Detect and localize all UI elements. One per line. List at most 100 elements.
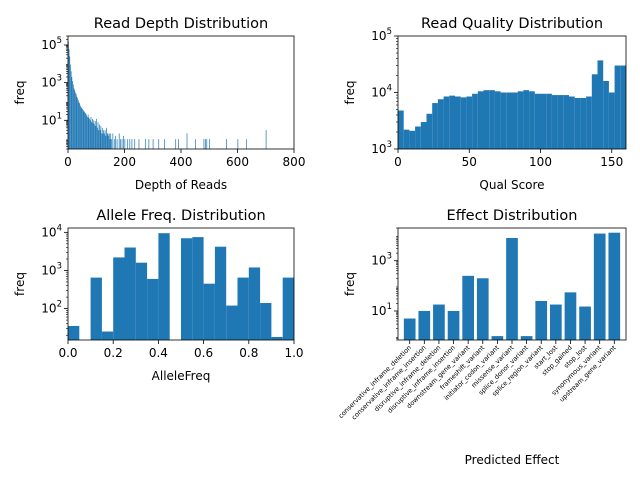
x-tick-label: 0.4 xyxy=(149,346,168,360)
bar xyxy=(494,91,501,149)
bar xyxy=(209,139,210,149)
bar xyxy=(148,139,150,149)
bar xyxy=(100,125,102,149)
bar xyxy=(152,139,154,149)
bar xyxy=(186,133,188,149)
bar xyxy=(226,305,238,340)
bar xyxy=(472,93,478,149)
y-axis-label: freq xyxy=(343,81,357,105)
bar xyxy=(529,91,535,149)
bar xyxy=(77,99,79,149)
bar xyxy=(96,118,97,149)
bar xyxy=(586,96,592,149)
y-tick-label: 101 xyxy=(371,302,392,318)
effect-chart: conservative_inframe_deletionconservativ… xyxy=(337,208,627,467)
bar xyxy=(101,133,102,149)
bar xyxy=(564,292,577,340)
y-tick-label: 101 xyxy=(41,111,62,127)
x-tick-label: 800 xyxy=(283,155,306,169)
bar xyxy=(512,92,518,149)
x-tick-label: 600 xyxy=(226,155,249,169)
bar xyxy=(94,124,95,149)
bar xyxy=(129,139,131,149)
bar xyxy=(112,133,114,149)
x-tick-label: 0.6 xyxy=(194,346,213,360)
bar xyxy=(476,278,489,340)
bar xyxy=(181,238,193,340)
x-tick-label: 0 xyxy=(64,155,72,169)
bar xyxy=(110,133,112,149)
x-tick-label: 0.2 xyxy=(104,346,123,360)
bar xyxy=(237,139,239,149)
bar xyxy=(103,130,105,149)
bar xyxy=(260,303,272,340)
chart-title: Read Quality Distribution xyxy=(421,16,603,32)
bar xyxy=(535,300,548,340)
x-tick-label: 400 xyxy=(170,155,193,169)
bar xyxy=(579,306,591,340)
bar xyxy=(574,97,581,149)
bar xyxy=(115,135,117,149)
x-tick-label: 100 xyxy=(529,155,552,169)
bar xyxy=(420,122,427,149)
bar xyxy=(203,139,205,149)
bar xyxy=(206,139,208,149)
chart-title: Allele Freq. Distribution xyxy=(96,208,265,224)
bar xyxy=(398,110,404,149)
y-tick-label: 105 xyxy=(371,27,392,43)
bar xyxy=(98,130,100,149)
bar xyxy=(447,310,460,340)
y-tick-label: 104 xyxy=(41,223,62,239)
bar xyxy=(248,267,261,340)
x-tick-label: 0.8 xyxy=(239,346,258,360)
bar xyxy=(563,95,569,149)
bar xyxy=(415,126,421,149)
y-axis-label: freq xyxy=(13,81,27,105)
bar xyxy=(105,135,107,149)
bar xyxy=(77,98,78,149)
bar xyxy=(205,139,206,149)
bar xyxy=(104,130,106,149)
bar xyxy=(214,246,227,340)
bar xyxy=(72,81,73,149)
bar xyxy=(74,90,76,149)
bar xyxy=(432,103,438,149)
bar xyxy=(82,108,83,149)
depth-chart: 0 200 400 600 800 101 103 105 Read Depth Distrib… xyxy=(13,16,305,192)
bar xyxy=(90,117,92,149)
bar xyxy=(135,262,148,340)
bar xyxy=(265,130,267,149)
plot-frame xyxy=(67,35,295,150)
bar xyxy=(164,139,165,149)
bar xyxy=(614,65,621,149)
bar xyxy=(426,113,433,149)
bar xyxy=(111,139,112,149)
bar xyxy=(460,97,467,149)
y-axis-label: freq xyxy=(13,272,27,296)
x-axis-label: Qual Score xyxy=(479,178,544,192)
chart-title: Read Depth Distribution xyxy=(94,16,268,32)
bar xyxy=(131,139,133,149)
x-tick-label: 0 xyxy=(394,155,402,169)
bar xyxy=(433,304,445,340)
bar xyxy=(89,118,90,149)
bar xyxy=(101,331,114,340)
bar xyxy=(178,139,179,149)
bar xyxy=(603,80,609,149)
allele-chart: 0.0 0.2 0.4 0.6 0.8 1.0 102 103 104 Allele Freq. … xyxy=(13,208,304,383)
bar xyxy=(124,139,126,149)
bar xyxy=(403,129,410,149)
bar xyxy=(158,139,160,149)
bar xyxy=(483,90,490,149)
bar xyxy=(116,139,118,149)
bar xyxy=(92,123,94,149)
bar xyxy=(75,93,77,149)
bar xyxy=(78,102,80,149)
bar xyxy=(462,275,474,340)
bar xyxy=(91,122,93,149)
x-tick-label: 200 xyxy=(113,155,136,169)
bar xyxy=(118,133,120,149)
bar xyxy=(99,124,100,149)
y-tick-label: 103 xyxy=(371,252,392,268)
bar xyxy=(99,130,101,149)
